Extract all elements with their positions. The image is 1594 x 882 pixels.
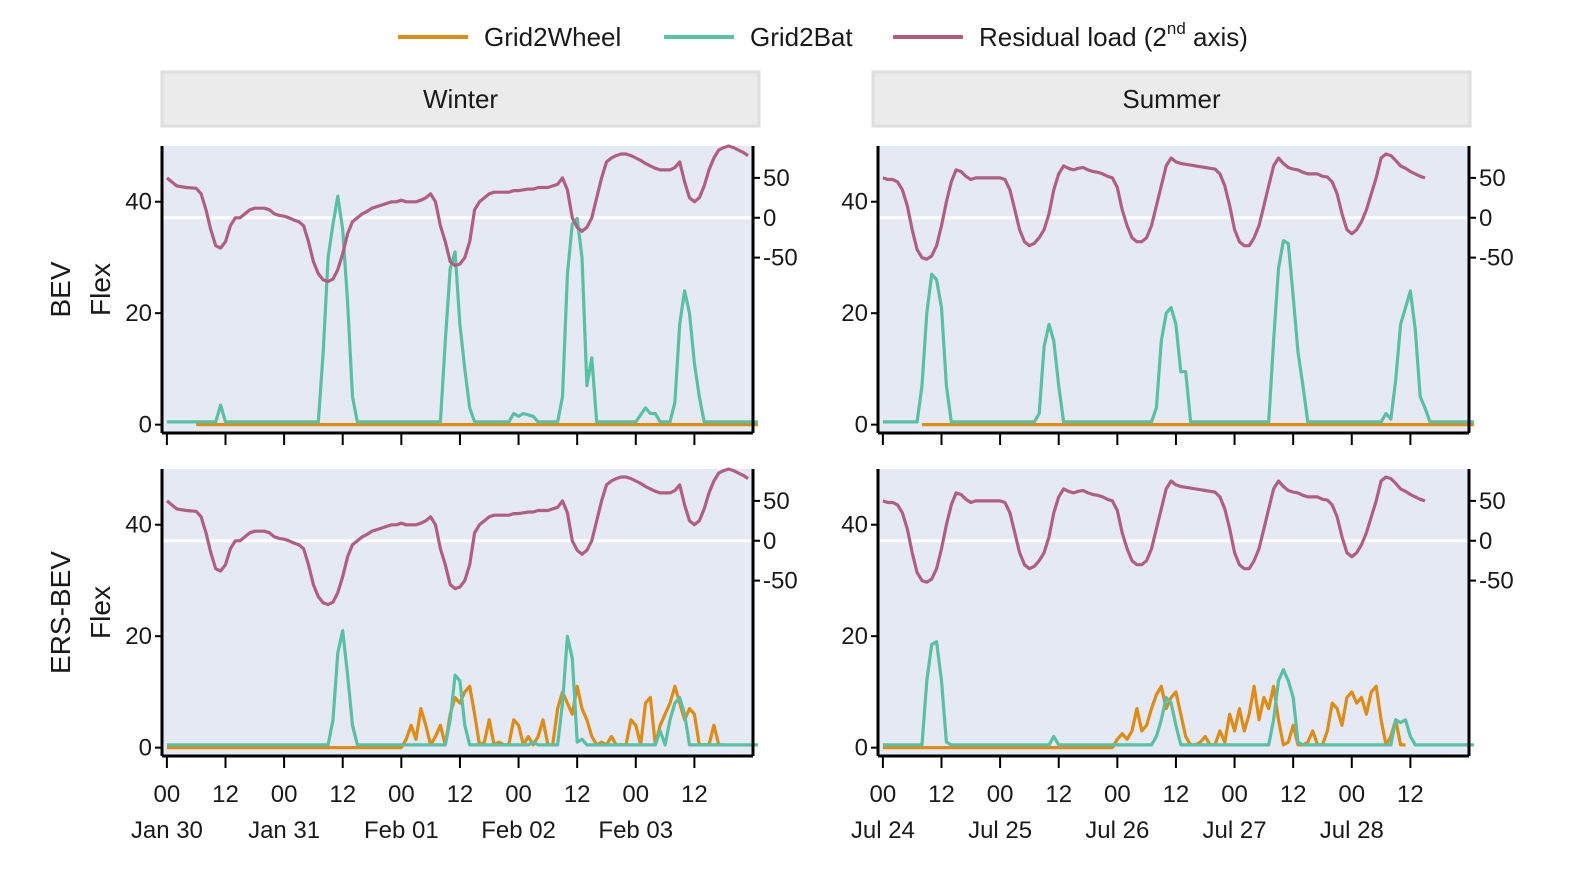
x-tick-label: 12 — [329, 781, 356, 808]
x-tick-label: 12 — [564, 781, 591, 808]
secondary-y-tick-label: -50 — [763, 568, 798, 595]
row-label-line1: BEV — [45, 261, 76, 317]
facet-strip-label-winter: Winter — [423, 84, 498, 114]
x-tick-label: 00 — [1104, 781, 1131, 808]
panel-summer-row1: 0 20 40 50 0 -50 00 12 00 12 00 12 00 12 00 12 Jul 24 Jul… — [841, 469, 1514, 844]
y-tick-label: 20 — [125, 300, 152, 327]
x-tick-label: 00 — [271, 781, 298, 808]
x-tick-label: 12 — [1280, 781, 1307, 808]
x-tick-label: 00 — [987, 781, 1014, 808]
x-date-label: Feb 02 — [481, 817, 556, 844]
y-tick-label: 0 — [139, 735, 152, 762]
x-date-label: Jul 27 — [1203, 817, 1267, 844]
x-tick-label: 12 — [928, 781, 955, 808]
series-line-residual — [165, 144, 749, 284]
x-tick-label: 00 — [154, 781, 181, 808]
y-tick-label: 40 — [841, 189, 868, 216]
y-tick-label: 20 — [841, 300, 868, 327]
x-tick-label: 00 — [388, 781, 415, 808]
row-label-line1: ERS-BEV — [45, 551, 76, 674]
facet-strip-winter — [160, 70, 761, 128]
x-tick-label: 12 — [212, 781, 239, 808]
secondary-y-tick-label: -50 — [763, 245, 798, 272]
series-line-grid2bat — [882, 640, 1474, 747]
secondary-y-tick-label: 50 — [763, 165, 790, 192]
y-tick-label: 0 — [855, 412, 868, 439]
x-date-label: Feb 01 — [364, 817, 439, 844]
x-date-label: Jan 31 — [248, 817, 320, 844]
series-line-residual — [165, 467, 749, 607]
legend-label-residual: Residual load (2nd axis) — [979, 19, 1248, 52]
panel-winter-row1: 0 20 40 50 0 -50 00 12 00 12 00 12 00 12 00 12 Jan 30 Jan… — [125, 467, 798, 844]
x-tick-label: 12 — [1397, 781, 1424, 808]
series-line-grid2wheel — [882, 684, 1406, 750]
x-tick-label: 00 — [505, 781, 532, 808]
x-tick-label: 12 — [447, 781, 474, 808]
secondary-y-tick-label: -50 — [1479, 245, 1514, 272]
secondary-y-tick-label: 50 — [1479, 165, 1506, 192]
secondary-y-tick-label: 50 — [763, 488, 790, 515]
series-line-residual — [882, 475, 1426, 584]
y-tick-label: 0 — [855, 735, 868, 762]
y-tick-label: 20 — [125, 623, 152, 650]
series-line-grid2bat — [882, 239, 1474, 424]
row-label-line2: Flex — [85, 263, 116, 316]
x-date-label: Jul 28 — [1320, 817, 1384, 844]
x-tick-label: 00 — [1221, 781, 1248, 808]
row-label-1: ERS-BEV Flex — [45, 551, 116, 674]
x-tick-label: 12 — [1163, 781, 1190, 808]
x-tick-label: 00 — [870, 781, 897, 808]
facet-strip-label-summer: Summer — [1122, 84, 1221, 114]
panel-summer-row0: 0 20 40 50 0 -50 — [841, 146, 1514, 445]
plot-area: Winter Summer BEV Flex ERS-BEV Flex 0 20 40 50 0 -5… — [45, 70, 1514, 844]
y-tick-label: 40 — [841, 512, 868, 539]
x-date-label: Feb 03 — [598, 817, 673, 844]
panel-background — [878, 146, 1469, 433]
x-tick-label: 00 — [1338, 781, 1365, 808]
x-date-label: Jul 25 — [968, 817, 1032, 844]
panel-winter-row0: 0 20 40 50 0 -50 — [125, 144, 798, 445]
y-tick-label: 20 — [841, 623, 868, 650]
secondary-y-tick-label: 0 — [763, 205, 776, 232]
x-date-label: Jul 24 — [851, 817, 915, 844]
series-line-grid2bat — [166, 194, 758, 424]
x-date-label: Jan 30 — [131, 817, 203, 844]
x-tick-label: 12 — [1045, 781, 1072, 808]
legend-label-grid2wheel: Grid2Wheel — [484, 22, 621, 52]
row-label-0: BEV Flex — [45, 261, 116, 317]
panel-background — [162, 469, 753, 756]
secondary-y-tick-label: -50 — [1479, 568, 1514, 595]
facet-strip-summer — [871, 70, 1472, 128]
legend-residual-sup: nd — [1167, 19, 1186, 38]
x-tick-label: 12 — [681, 781, 708, 808]
x-tick-label: 00 — [622, 781, 649, 808]
legend-residual-suffix: axis) — [1186, 22, 1248, 52]
x-date-label: Jul 26 — [1085, 817, 1149, 844]
legend: Grid2Wheel Grid2Bat Residual load (2nd a… — [398, 19, 1248, 52]
row-label-line2: Flex — [85, 586, 116, 639]
series-line-residual — [882, 152, 1426, 261]
secondary-y-tick-label: 0 — [1479, 205, 1492, 232]
series-line-grid2bat — [166, 628, 758, 747]
secondary-y-tick-label: 50 — [1479, 488, 1506, 515]
y-tick-label: 40 — [125, 189, 152, 216]
secondary-y-tick-label: 0 — [1479, 528, 1492, 555]
y-tick-label: 40 — [125, 512, 152, 539]
secondary-y-tick-label: 0 — [763, 528, 776, 555]
y-tick-label: 0 — [139, 412, 152, 439]
legend-residual-prefix: Residual load (2 — [979, 22, 1167, 52]
legend-label-grid2bat: Grid2Bat — [750, 22, 853, 52]
